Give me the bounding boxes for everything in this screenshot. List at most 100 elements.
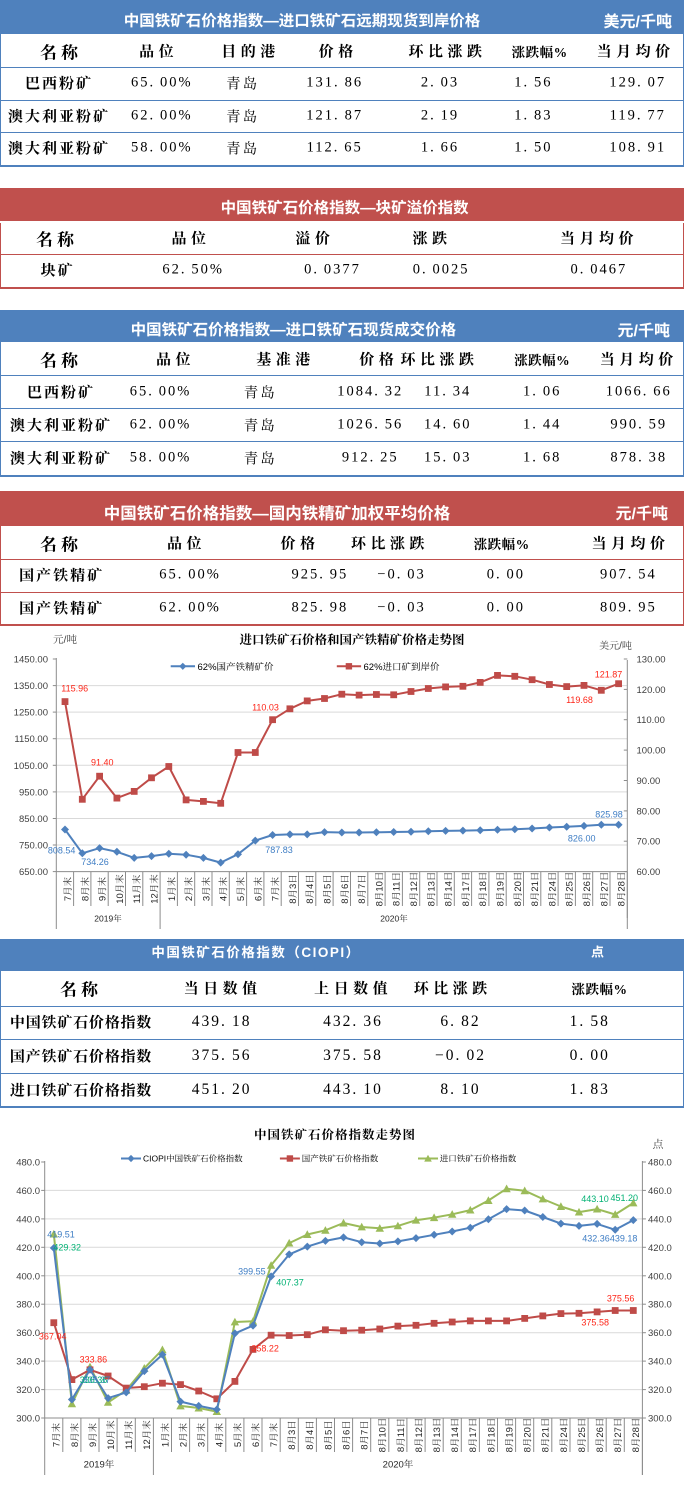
svg-text:120.00: 120.00 <box>637 685 666 696</box>
svg-text:119.68: 119.68 <box>566 695 593 705</box>
svg-text:750.00: 750.00 <box>19 841 48 852</box>
svg-text:320.0: 320.0 <box>648 1385 672 1396</box>
svg-text:100.00: 100.00 <box>637 746 666 757</box>
svg-text:300.0: 300.0 <box>16 1414 40 1425</box>
svg-text:8月10日: 8月10日 <box>374 872 385 907</box>
svg-text:8月14日: 8月14日 <box>450 1418 461 1453</box>
svg-text:8月24日: 8月24日 <box>547 872 558 907</box>
svg-text:进口铁矿石价格指数: 进口铁矿石价格指数 <box>440 1154 517 1164</box>
svg-text:8月7日: 8月7日 <box>357 874 368 904</box>
svg-text:340.0: 340.0 <box>648 1357 672 1368</box>
svg-text:62%国产铁精矿价: 62%国产铁精矿价 <box>198 661 275 673</box>
svg-text:110.00: 110.00 <box>637 715 665 726</box>
svg-text:2019年: 2019年 <box>84 1459 115 1471</box>
svg-text:360.0: 360.0 <box>648 1328 672 1339</box>
svg-text:443.10: 443.10 <box>581 1194 609 1204</box>
svg-text:358.22: 358.22 <box>251 1343 279 1353</box>
svg-text:2019年: 2019年 <box>94 914 122 924</box>
svg-text:8月19日: 8月19日 <box>496 872 507 907</box>
svg-text:8月26日: 8月26日 <box>582 872 593 907</box>
svg-text:8月4日: 8月4日 <box>305 1420 316 1450</box>
svg-text:8月3日: 8月3日 <box>287 1420 298 1450</box>
svg-text:1050.00: 1050.00 <box>14 761 48 772</box>
svg-text:407.37: 407.37 <box>276 1278 304 1288</box>
svg-text:1月末: 1月末 <box>167 876 178 901</box>
svg-text:8月5日: 8月5日 <box>323 874 334 904</box>
svg-text:300.0: 300.0 <box>648 1414 672 1425</box>
svg-text:1350.00: 1350.00 <box>14 681 48 692</box>
svg-text:8月28日: 8月28日 <box>617 872 628 907</box>
svg-text:CIOPI中国铁矿石价格指数: CIOPI中国铁矿石价格指数 <box>143 1154 243 1164</box>
svg-text:8月3日: 8月3日 <box>288 874 299 904</box>
svg-text:2020年: 2020年 <box>383 1459 414 1471</box>
svg-text:850.00: 850.00 <box>19 814 48 825</box>
svg-text:1450.00: 1450.00 <box>14 655 48 666</box>
svg-text:734.26: 734.26 <box>81 857 109 867</box>
svg-text:8月末: 8月末 <box>80 876 91 901</box>
svg-text:110.03: 110.03 <box>252 703 279 713</box>
svg-text:399.55: 399.55 <box>238 1267 266 1277</box>
svg-text:点: 点 <box>653 1138 665 1151</box>
svg-text:432.36: 432.36 <box>582 1234 610 1244</box>
svg-text:8月11日: 8月11日 <box>392 872 403 906</box>
svg-text:825.98: 825.98 <box>595 810 623 820</box>
svg-text:91.40: 91.40 <box>91 758 114 768</box>
svg-text:8月14日: 8月14日 <box>444 872 455 907</box>
svg-text:60.00: 60.00 <box>637 867 661 878</box>
svg-text:8月7日: 8月7日 <box>360 1420 371 1450</box>
svg-text:7月末: 7月末 <box>63 876 74 901</box>
svg-text:11月末: 11月末 <box>132 874 143 903</box>
svg-text:10月末: 10月末 <box>115 874 126 904</box>
svg-text:5月末: 5月末 <box>233 1422 244 1447</box>
svg-text:62%进口矿到岸价: 62%进口矿到岸价 <box>364 662 441 673</box>
svg-text:336.36: 336.36 <box>80 1375 108 1385</box>
svg-text:121.87: 121.87 <box>595 669 623 679</box>
svg-text:8月11日: 8月11日 <box>396 1418 407 1452</box>
svg-text:9月末: 9月末 <box>88 1422 99 1447</box>
svg-text:3月末: 3月末 <box>201 876 212 901</box>
svg-text:115.96: 115.96 <box>61 683 88 693</box>
svg-text:8月25日: 8月25日 <box>565 872 576 907</box>
svg-text:333.86: 333.86 <box>80 1354 108 1364</box>
svg-text:8月17日: 8月17日 <box>468 1418 479 1453</box>
svg-text:8月13日: 8月13日 <box>432 1418 443 1453</box>
svg-text:420.0: 420.0 <box>16 1243 40 1254</box>
svg-text:440.0: 440.0 <box>16 1214 40 1225</box>
svg-text:5月末: 5月末 <box>236 876 247 901</box>
svg-text:1150.00: 1150.00 <box>14 734 48 745</box>
svg-text:480.0: 480.0 <box>16 1158 40 1169</box>
svg-text:4月末: 4月末 <box>219 876 230 901</box>
svg-text:8月18日: 8月18日 <box>478 872 489 907</box>
svg-text:1250.00: 1250.00 <box>14 708 48 719</box>
svg-text:1月末: 1月末 <box>160 1422 171 1447</box>
svg-text:460.0: 460.0 <box>16 1186 40 1197</box>
svg-text:8月6日: 8月6日 <box>340 874 351 904</box>
svg-text:2月末: 2月末 <box>184 876 195 901</box>
svg-text:8月13日: 8月13日 <box>426 872 437 907</box>
svg-text:439.18: 439.18 <box>610 1234 638 1244</box>
svg-text:130.00: 130.00 <box>637 655 666 666</box>
svg-text:367.04: 367.04 <box>39 1332 67 1342</box>
svg-text:8月19日: 8月19日 <box>505 1418 516 1453</box>
svg-text:480.0: 480.0 <box>648 1158 672 1169</box>
svg-text:90.00: 90.00 <box>637 776 661 787</box>
svg-text:451.20: 451.20 <box>611 1193 639 1203</box>
svg-text:8月5日: 8月5日 <box>323 1420 334 1450</box>
svg-text:8月6日: 8月6日 <box>341 1420 352 1450</box>
svg-text:8月12日: 8月12日 <box>409 872 420 907</box>
svg-text:9月末: 9月末 <box>98 876 109 901</box>
svg-text:375.56: 375.56 <box>607 1294 635 1304</box>
svg-text:320.0: 320.0 <box>16 1385 40 1396</box>
svg-text:8月21日: 8月21日 <box>530 872 541 907</box>
svg-text:元/吨: 元/吨 <box>53 634 77 646</box>
svg-text:10月末: 10月末 <box>106 1420 117 1450</box>
svg-text:2月末: 2月末 <box>178 1422 189 1447</box>
svg-text:80.00: 80.00 <box>637 806 661 817</box>
svg-text:8月17日: 8月17日 <box>461 872 472 907</box>
svg-text:8月4日: 8月4日 <box>305 874 316 904</box>
svg-text:2020年: 2020年 <box>380 914 408 924</box>
svg-text:787.83: 787.83 <box>265 845 293 855</box>
svg-text:7月末: 7月末 <box>52 1422 63 1447</box>
svg-text:826.00: 826.00 <box>568 834 596 844</box>
svg-text:12月末: 12月末 <box>150 874 161 904</box>
